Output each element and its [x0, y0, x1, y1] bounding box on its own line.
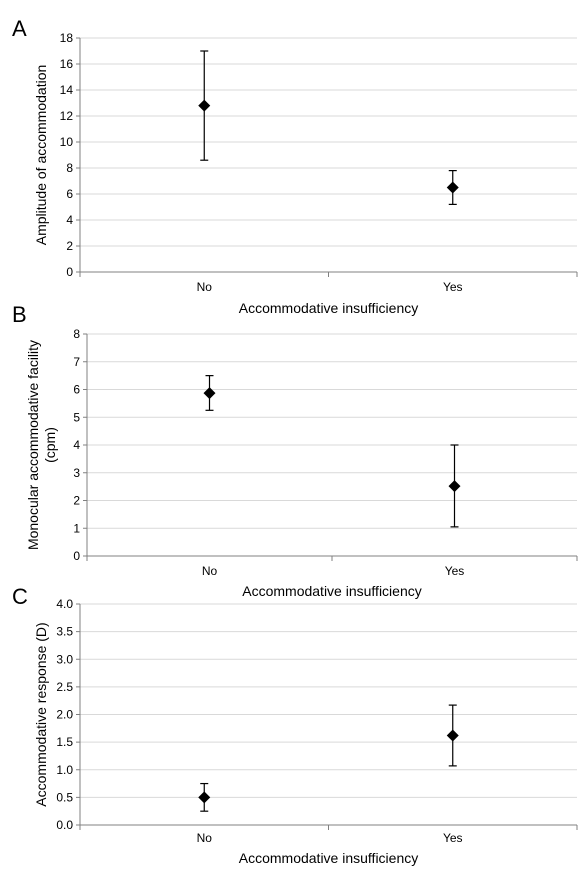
data-point: [448, 480, 461, 493]
panel-label: B: [12, 302, 27, 327]
y-tick-label: 3.0: [56, 652, 73, 666]
y-axis-title-line: (cpm): [42, 427, 58, 463]
x-axis-title: Accommodative insufficiency: [239, 300, 418, 316]
x-axis-title: Accommodative insufficiency: [239, 850, 418, 866]
y-tick-label: 2: [73, 494, 80, 508]
y-tick-label: 4: [73, 438, 80, 452]
y-tick-label: 0: [66, 265, 73, 279]
y-tick-label: 0.0: [56, 818, 73, 832]
y-tick-label: 10: [60, 135, 74, 149]
x-tick-label: No: [202, 564, 218, 578]
panel-label: C: [12, 584, 28, 609]
panel-a: A 0 2 4 6 8 10 12 14 16 18 No Yes Accommodative insuf…: [12, 16, 578, 316]
panel-c: C 0.0 0.5 1.0 1.5 2.0 2.5 3.0 3.5 4.0 No Yes Accommo…: [12, 584, 578, 866]
y-axis-title-line: Monocular accommodative facility: [25, 340, 41, 550]
x-tick-label: No: [197, 280, 213, 294]
y-tick-label: 1: [73, 521, 80, 535]
y-tick-label: 1.5: [56, 735, 73, 749]
y-tick-label: 7: [73, 355, 80, 369]
y-tick-label: 8: [66, 161, 73, 175]
panel-b: B 0 1 2 3 4 5 6 7 8 No Yes Accommodative insufficien…: [12, 302, 578, 599]
data-point: [198, 99, 211, 112]
data-point: [446, 181, 459, 194]
x-tick-label: No: [197, 831, 213, 845]
y-tick-label: 1.0: [56, 763, 73, 777]
y-tick-label: 14: [60, 83, 74, 97]
y-axis-title: Monocular accommodative facility(cpm): [25, 340, 58, 550]
y-tick-label: 6: [66, 187, 73, 201]
y-tick-label: 6: [73, 383, 80, 397]
y-axis-title: Accommodative response (D): [33, 622, 49, 806]
data-point: [446, 729, 459, 742]
y-tick-label: 5: [73, 410, 80, 424]
y-tick-label: 0.5: [56, 790, 73, 804]
y-axis-title: Amplitude of accommodation: [33, 65, 49, 246]
x-tick-label: Yes: [443, 831, 463, 845]
y-tick-label: 8: [73, 327, 80, 341]
y-tick-label: 4.0: [56, 597, 73, 611]
y-tick-label: 2.5: [56, 680, 73, 694]
y-tick-label: 2.0: [56, 708, 73, 722]
y-tick-label: 0: [73, 549, 80, 563]
x-tick-label: Yes: [443, 280, 463, 294]
y-tick-label: 16: [60, 57, 74, 71]
y-tick-label: 4: [66, 213, 73, 227]
y-tick-label: 2: [66, 239, 73, 253]
y-tick-label: 3: [73, 466, 80, 480]
panel-label: A: [12, 16, 27, 41]
data-point: [203, 387, 216, 400]
y-tick-label: 18: [60, 31, 74, 45]
y-tick-label: 12: [60, 109, 74, 123]
y-tick-label: 3.5: [56, 625, 73, 639]
x-axis-title: Accommodative insufficiency: [242, 583, 421, 599]
x-tick-label: Yes: [445, 564, 465, 578]
data-point: [198, 791, 211, 804]
